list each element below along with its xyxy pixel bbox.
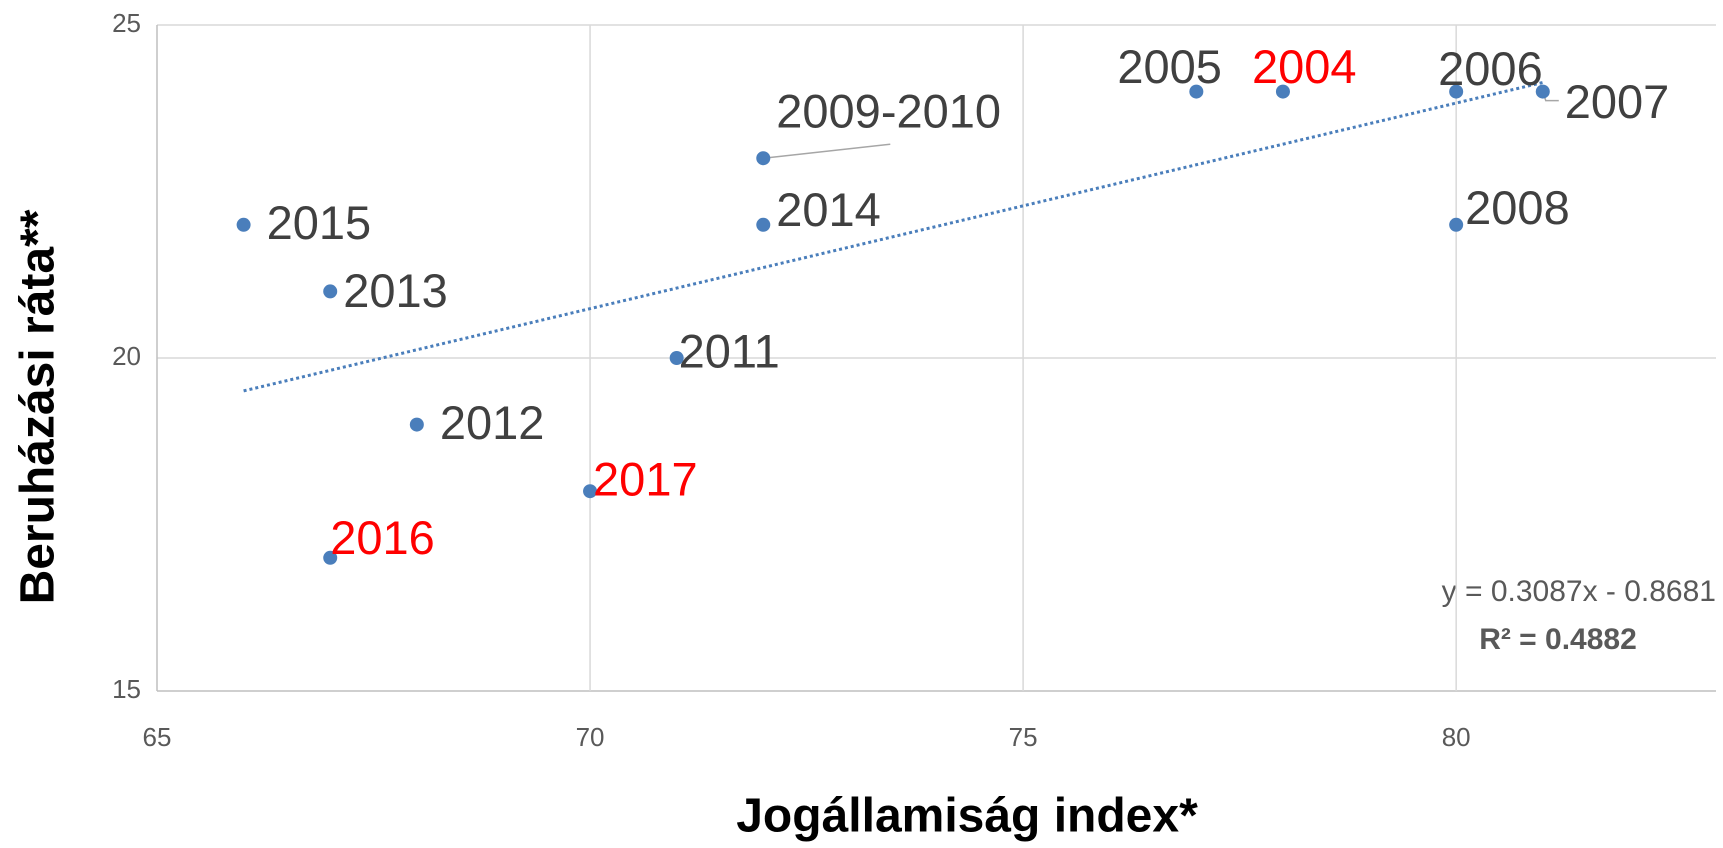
point-label: 2009-2010 — [776, 85, 1001, 138]
data-point — [1275, 84, 1290, 99]
y-tick-label: 20 — [112, 341, 141, 371]
point-label: 2014 — [776, 183, 881, 236]
data-point — [756, 151, 771, 166]
trendline — [243, 81, 1544, 393]
y-tick-label: 15 — [112, 674, 141, 704]
data-point — [583, 484, 598, 499]
point-label: 2015 — [267, 196, 372, 249]
point-label: 2017 — [593, 453, 698, 506]
trend-r2: R² = 0.4882 — [1479, 623, 1637, 656]
data-point — [323, 284, 338, 299]
x-axis-title: Jogállamiság index* — [736, 790, 1198, 843]
point-label: 2013 — [343, 264, 448, 317]
y-tick-label: 25 — [112, 8, 141, 38]
data-point — [323, 550, 338, 565]
data-point — [236, 217, 251, 232]
x-tick-label: 75 — [1009, 722, 1038, 752]
data-point — [669, 351, 684, 365]
point-label: 2007 — [1565, 75, 1670, 128]
point-label: 2011 — [679, 324, 780, 377]
data-point — [1189, 84, 1204, 99]
data-point — [409, 417, 424, 432]
point-label: 2005 — [1117, 40, 1222, 93]
x-tick-label: 70 — [576, 722, 605, 752]
x-tick-label: 80 — [1442, 722, 1471, 752]
point-label: 2008 — [1465, 181, 1570, 234]
y-axis-title: Beruházási ráta** — [12, 209, 65, 604]
x-tick-label: 65 — [143, 722, 172, 752]
point-label: 2004 — [1252, 40, 1357, 93]
data-point — [1449, 84, 1464, 99]
point-label: 2006 — [1438, 42, 1543, 95]
leader-line — [763, 143, 891, 159]
data-point — [1449, 217, 1464, 232]
trend-equation: y = 0.3087x - 0.8681 — [1442, 575, 1716, 608]
point-label: 2012 — [440, 396, 545, 449]
data-point — [1535, 84, 1550, 99]
point-label: 2016 — [330, 511, 435, 564]
data-point — [756, 217, 771, 232]
